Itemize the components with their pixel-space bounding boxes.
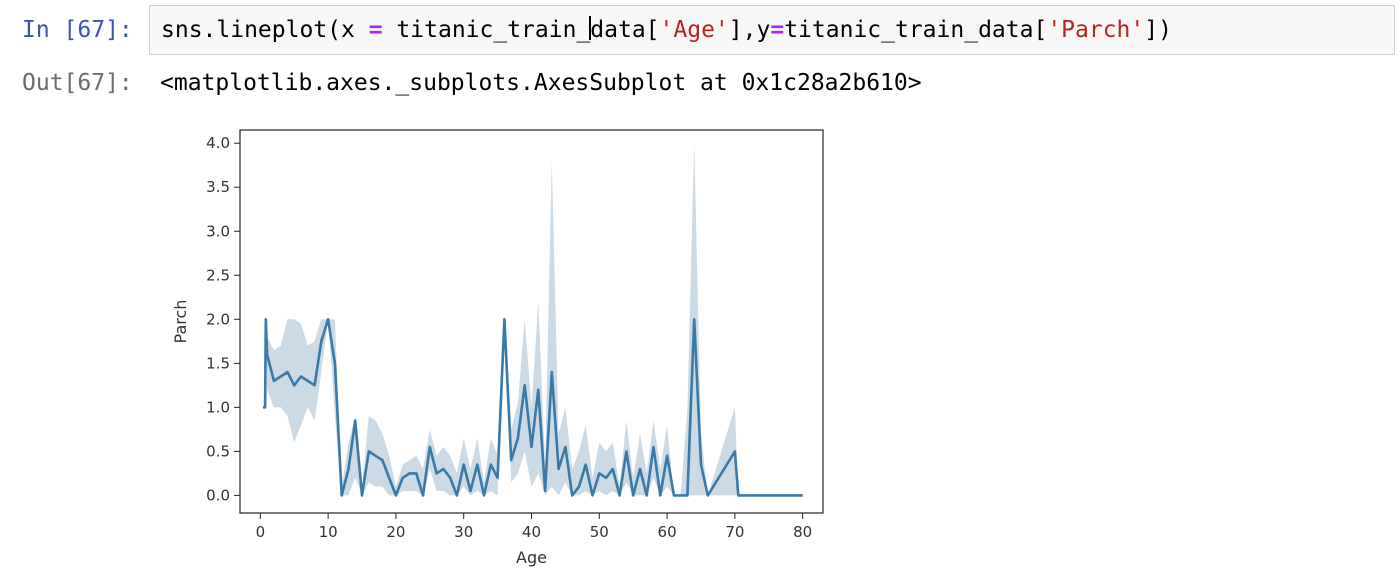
output-repr: <matplotlib.axes._subplots.AxesSubplot a… [160, 70, 922, 96]
x-tick-label: 70 [725, 523, 744, 541]
y-tick-label: 3.0 [206, 222, 230, 240]
y-tick-label: 4.0 [206, 134, 230, 152]
y-axis-label: Parch [171, 300, 190, 344]
x-tick-label: 80 [793, 523, 812, 541]
x-axis-label: Age [516, 548, 547, 567]
y-tick-label: 1.5 [206, 354, 230, 372]
y-tick-label: 1.0 [206, 398, 230, 416]
code-text[interactable]: sns.lineplot(x = titanic_train_data['Age… [161, 16, 1172, 43]
x-tick-label: 60 [658, 523, 677, 541]
x-tick-label: 20 [386, 523, 405, 541]
x-tick-label: 50 [590, 523, 609, 541]
series-line-layer [263, 318, 803, 497]
series-line [263, 318, 803, 497]
y-axis-ticks: 0.0 0.5 1.0 1.5 2.0 2.5 3.0 3.5 4.0 [206, 134, 240, 504]
y-tick-label: 0.5 [206, 442, 230, 460]
y-tick-label: 2.5 [206, 266, 230, 284]
text-cursor [589, 16, 592, 40]
output-prompt: Out[67]: [22, 70, 133, 96]
y-tick-label: 2.0 [206, 310, 230, 328]
input-prompt: In [67]: [22, 17, 133, 43]
x-tick-label: 40 [522, 523, 541, 541]
x-tick-label: 30 [454, 523, 473, 541]
y-tick-label: 0.0 [206, 486, 230, 504]
x-tick-label: 0 [256, 523, 266, 541]
lineplot-chart: 0 10 20 30 40 50 60 70 80 0.0 0.5 1.0 1.5 2.0 2.5 3.0 3… [171, 129, 824, 567]
x-axis-ticks: 0 10 20 30 40 50 60 70 80 [256, 513, 812, 541]
x-tick-label: 10 [319, 523, 338, 541]
code-input-cell[interactable]: sns.lineplot(x = titanic_train_data['Age… [149, 5, 1395, 55]
y-tick-label: 3.5 [206, 178, 230, 196]
